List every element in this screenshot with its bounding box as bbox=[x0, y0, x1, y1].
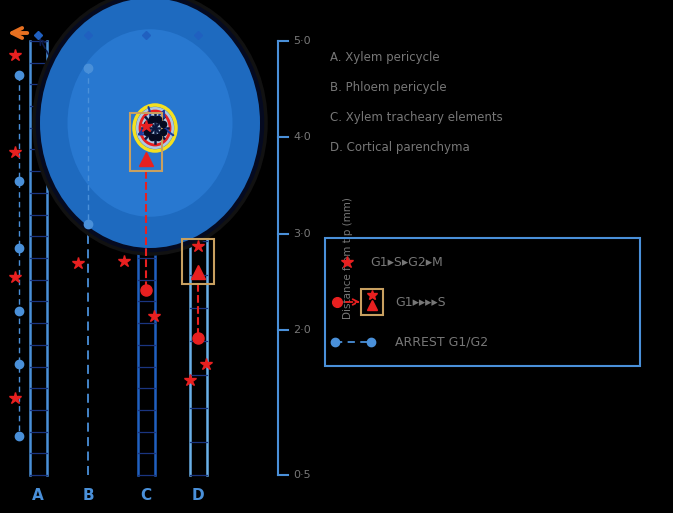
Text: D: D bbox=[192, 488, 205, 503]
Text: D. Cortical parenchyma: D. Cortical parenchyma bbox=[330, 141, 470, 154]
FancyArrowPatch shape bbox=[159, 111, 173, 135]
Text: 3·0: 3·0 bbox=[293, 229, 311, 239]
Text: C. Xylem tracheary elements: C. Xylem tracheary elements bbox=[330, 111, 503, 124]
Text: A. Xylem pericycle: A. Xylem pericycle bbox=[330, 51, 439, 64]
Bar bbox=[325, 238, 640, 366]
Text: G1▸▸▸▸S: G1▸▸▸▸S bbox=[395, 295, 446, 308]
Text: B: B bbox=[82, 488, 94, 503]
Bar bbox=[182, 239, 214, 284]
Text: 5·0: 5·0 bbox=[293, 36, 311, 46]
Text: ARREST G1/G2: ARREST G1/G2 bbox=[395, 336, 488, 348]
FancyArrowPatch shape bbox=[139, 107, 151, 134]
Ellipse shape bbox=[67, 29, 232, 217]
Bar bbox=[130, 113, 162, 171]
Text: C: C bbox=[141, 488, 151, 503]
Text: Distance from tip (mm): Distance from tip (mm) bbox=[343, 197, 353, 319]
Text: A: A bbox=[32, 488, 44, 503]
Text: 2·0: 2·0 bbox=[293, 325, 311, 336]
Text: 0·5: 0·5 bbox=[293, 470, 311, 480]
Text: B. Phloem pericycle: B. Phloem pericycle bbox=[330, 81, 447, 94]
Ellipse shape bbox=[136, 107, 174, 149]
Ellipse shape bbox=[34, 0, 266, 254]
Text: G1▸S▸G2▸M: G1▸S▸G2▸M bbox=[370, 255, 443, 268]
Ellipse shape bbox=[40, 0, 260, 248]
Text: 4·0: 4·0 bbox=[293, 132, 311, 143]
Bar bbox=[361, 289, 383, 315]
